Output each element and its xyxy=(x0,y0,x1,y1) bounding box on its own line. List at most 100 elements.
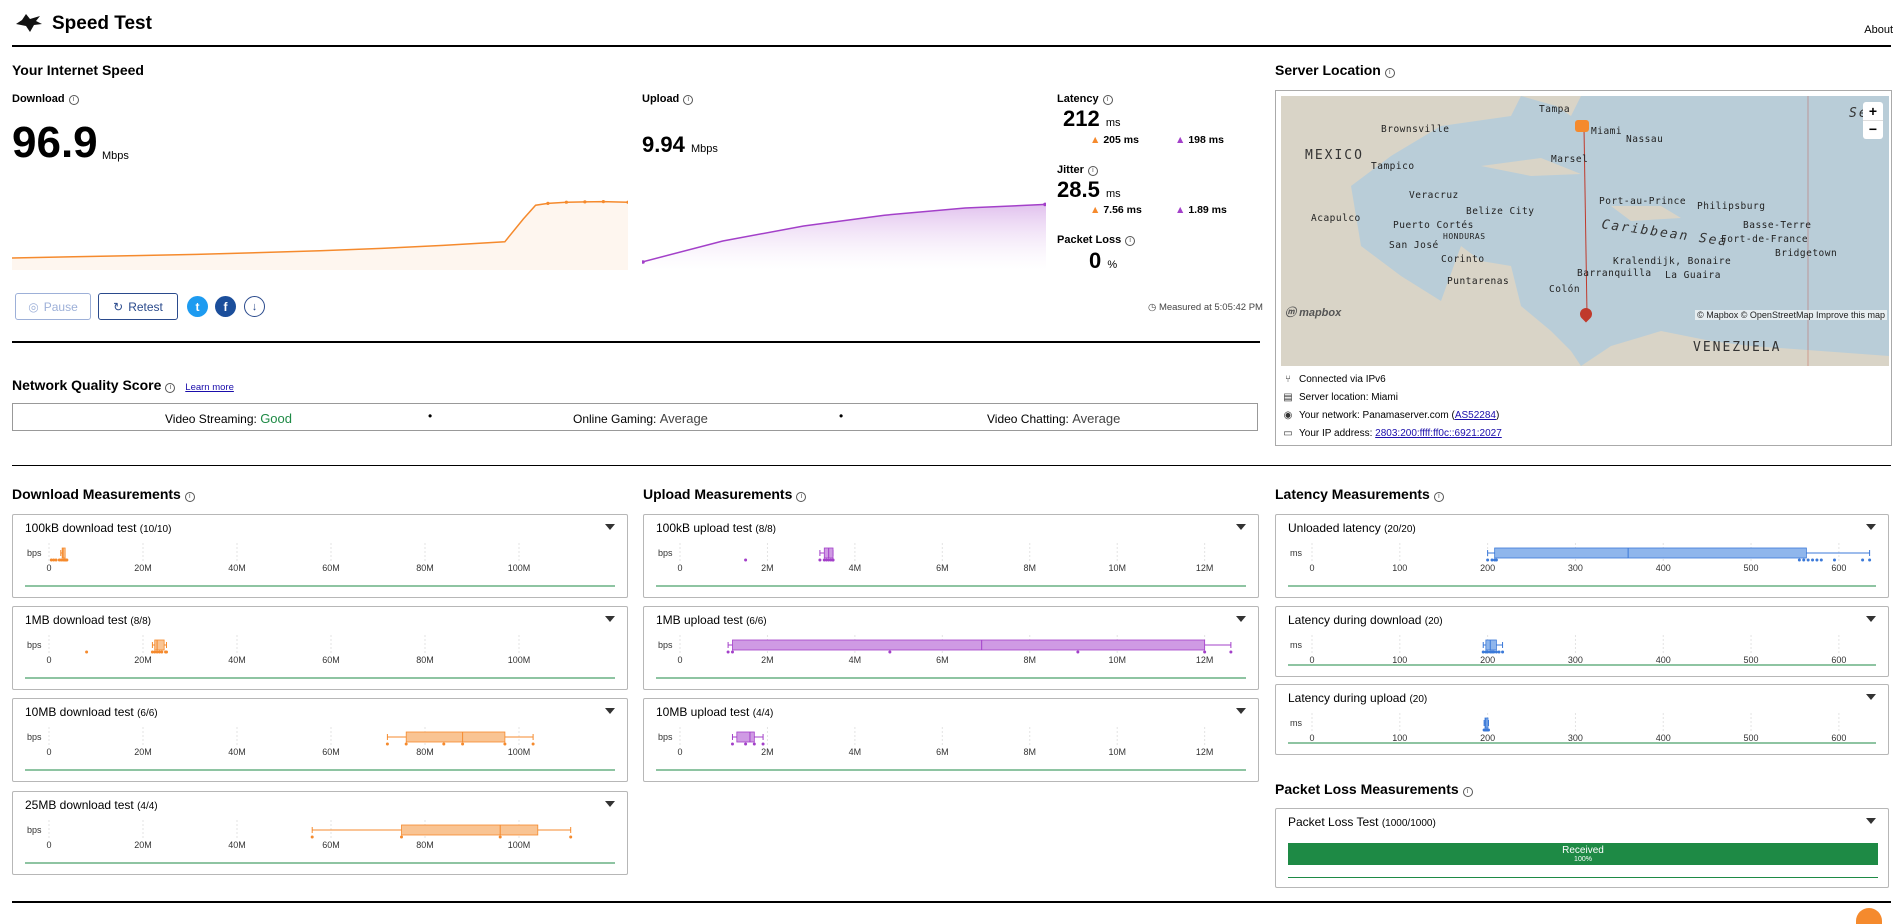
test-name: 10MB upload test xyxy=(656,705,750,719)
unit-label: bps xyxy=(27,732,42,742)
quality-chatting: Video Chatting: Average xyxy=(987,411,1121,426)
chevron-down-icon[interactable] xyxy=(1866,694,1876,700)
unit-label: bps xyxy=(27,548,42,558)
facebook-icon[interactable]: f xyxy=(215,296,236,317)
box[interactable] xyxy=(1485,639,1497,651)
chevron-down-icon[interactable] xyxy=(1866,616,1876,622)
test-count: (20) xyxy=(1409,694,1428,705)
data-point xyxy=(1811,558,1815,562)
jitter-value: 28.5 ms xyxy=(1057,177,1121,202)
upload-measurements-title: Upload Measurements i xyxy=(643,486,807,502)
info-icon[interactable]: i xyxy=(1433,492,1444,502)
download-line-chart xyxy=(12,200,628,270)
tick-label: 100M xyxy=(508,655,531,665)
chevron-down-icon[interactable] xyxy=(1236,708,1246,714)
data-point xyxy=(1494,650,1498,654)
chevron-down-icon[interactable] xyxy=(605,524,615,530)
speed-divider xyxy=(12,341,1260,343)
map-attribution[interactable]: © Mapbox © OpenStreetMap Improve this ma… xyxy=(1695,310,1887,320)
measurement-card: Unloaded latency (20/20) ms 0 100 200 300 400 5… xyxy=(1275,514,1889,598)
data-point xyxy=(744,558,748,562)
info-icon[interactable]: i xyxy=(68,95,79,105)
test-name: 100kB upload test xyxy=(656,521,753,535)
zoom-out-button[interactable]: − xyxy=(1863,120,1883,139)
download-unit: Mbps xyxy=(102,150,129,162)
tick-label: 20M xyxy=(134,840,152,850)
received-label: Received xyxy=(1562,845,1604,856)
tick-label: 40M xyxy=(228,840,246,850)
miami-server-marker[interactable] xyxy=(1575,120,1589,132)
chevron-down-icon[interactable] xyxy=(605,801,615,807)
data-point xyxy=(1203,650,1207,654)
chevron-down-icon[interactable] xyxy=(605,616,615,622)
ip-link[interactable]: 2803:200:ffff:ff0c::6921:2027 xyxy=(1375,428,1502,439)
map-label: Basse-Terre xyxy=(1743,220,1812,231)
latency-label: Latency i xyxy=(1057,93,1113,105)
box-plot: ms 0 100 200 300 400 500 600 xyxy=(1288,543,1876,587)
info-icon[interactable]: i xyxy=(1462,787,1473,797)
measurement-card-title: 10MB download test (6/6) xyxy=(25,705,158,719)
chevron-down-icon[interactable] xyxy=(605,708,615,714)
refresh-icon: ↻ xyxy=(113,299,124,314)
download-results-icon[interactable]: ↓ xyxy=(244,296,265,317)
box[interactable] xyxy=(405,731,506,743)
tick-label: 300 xyxy=(1568,733,1583,743)
chevron-down-icon[interactable] xyxy=(1866,524,1876,530)
info-icon[interactable]: i xyxy=(1102,95,1113,105)
info-icon[interactable]: i xyxy=(165,383,176,393)
data-point xyxy=(404,742,408,746)
box-plot: bps 0 2M 4M 6M 8M 10M 12M xyxy=(656,727,1246,771)
data-point xyxy=(822,558,826,562)
latency-measurements-title: Latency Measurements i xyxy=(1275,486,1444,502)
measurement-card-title: 1MB upload test (6/6) xyxy=(656,613,767,627)
info-icon[interactable]: i xyxy=(1087,166,1098,176)
box-plot: ms 0 100 200 300 400 500 600 xyxy=(1288,713,1876,744)
box[interactable] xyxy=(401,824,539,836)
box[interactable] xyxy=(154,639,165,651)
tick-label: 40M xyxy=(228,747,246,757)
data-point xyxy=(150,650,154,654)
server-location-title: Server Location i xyxy=(1275,62,1395,78)
info-icon[interactable]: i xyxy=(1125,236,1136,246)
data-point xyxy=(1802,558,1806,562)
chevron-down-icon[interactable] xyxy=(1236,616,1246,622)
tick-label: 20M xyxy=(134,747,152,757)
latency-down: ▲ 205 ms xyxy=(1090,134,1139,146)
network-row: ◉ Your network: Panamaserver.com (AS5228… xyxy=(1283,410,1500,421)
map-label: Veracruz xyxy=(1409,190,1459,201)
info-icon[interactable]: i xyxy=(796,492,807,502)
upload-area xyxy=(642,204,1046,270)
download-series-line xyxy=(12,200,628,259)
box[interactable] xyxy=(61,547,66,559)
download-point xyxy=(546,201,550,205)
asn-link[interactable]: AS52284 xyxy=(1454,410,1496,421)
chevron-down-icon[interactable] xyxy=(1866,818,1876,824)
about-link[interactable]: About xyxy=(1864,24,1893,36)
box[interactable] xyxy=(1494,547,1807,559)
test-name: Unloaded latency xyxy=(1288,521,1381,535)
zoom-in-button[interactable]: + xyxy=(1863,102,1883,120)
twitter-icon[interactable]: t xyxy=(187,296,208,317)
server-icon: ▤ xyxy=(1283,392,1293,403)
tick-label: 2M xyxy=(761,563,774,573)
pause-button[interactable]: ◎ Pause xyxy=(15,293,91,320)
map-label: Barranquilla xyxy=(1577,268,1652,279)
info-icon[interactable]: i xyxy=(184,492,195,502)
learn-more-link[interactable]: Learn more xyxy=(185,382,234,393)
box[interactable] xyxy=(732,639,1206,651)
server-map[interactable]: MEXICO VENEZUELA Caribbean Sea Sea Brown… xyxy=(1281,96,1889,366)
test-name: Latency during download xyxy=(1288,613,1422,627)
info-icon[interactable]: i xyxy=(1384,68,1395,78)
retest-button[interactable]: ↻ Retest xyxy=(98,293,178,320)
box[interactable] xyxy=(736,731,755,743)
tick-label: 300 xyxy=(1568,563,1583,573)
chevron-down-icon[interactable] xyxy=(1236,524,1246,530)
upload-label: Upload i xyxy=(642,93,694,105)
measurement-card: 100kB upload test (8/8) bps 0 2M 4M 6M 8M 10M 12… xyxy=(643,514,1259,598)
clock-icon: ◷ xyxy=(1148,302,1157,313)
data-point xyxy=(1861,558,1865,562)
box[interactable] xyxy=(1484,717,1489,729)
info-icon[interactable]: i xyxy=(683,95,694,105)
tick-label: 0 xyxy=(1309,563,1314,573)
data-point xyxy=(1868,558,1872,562)
